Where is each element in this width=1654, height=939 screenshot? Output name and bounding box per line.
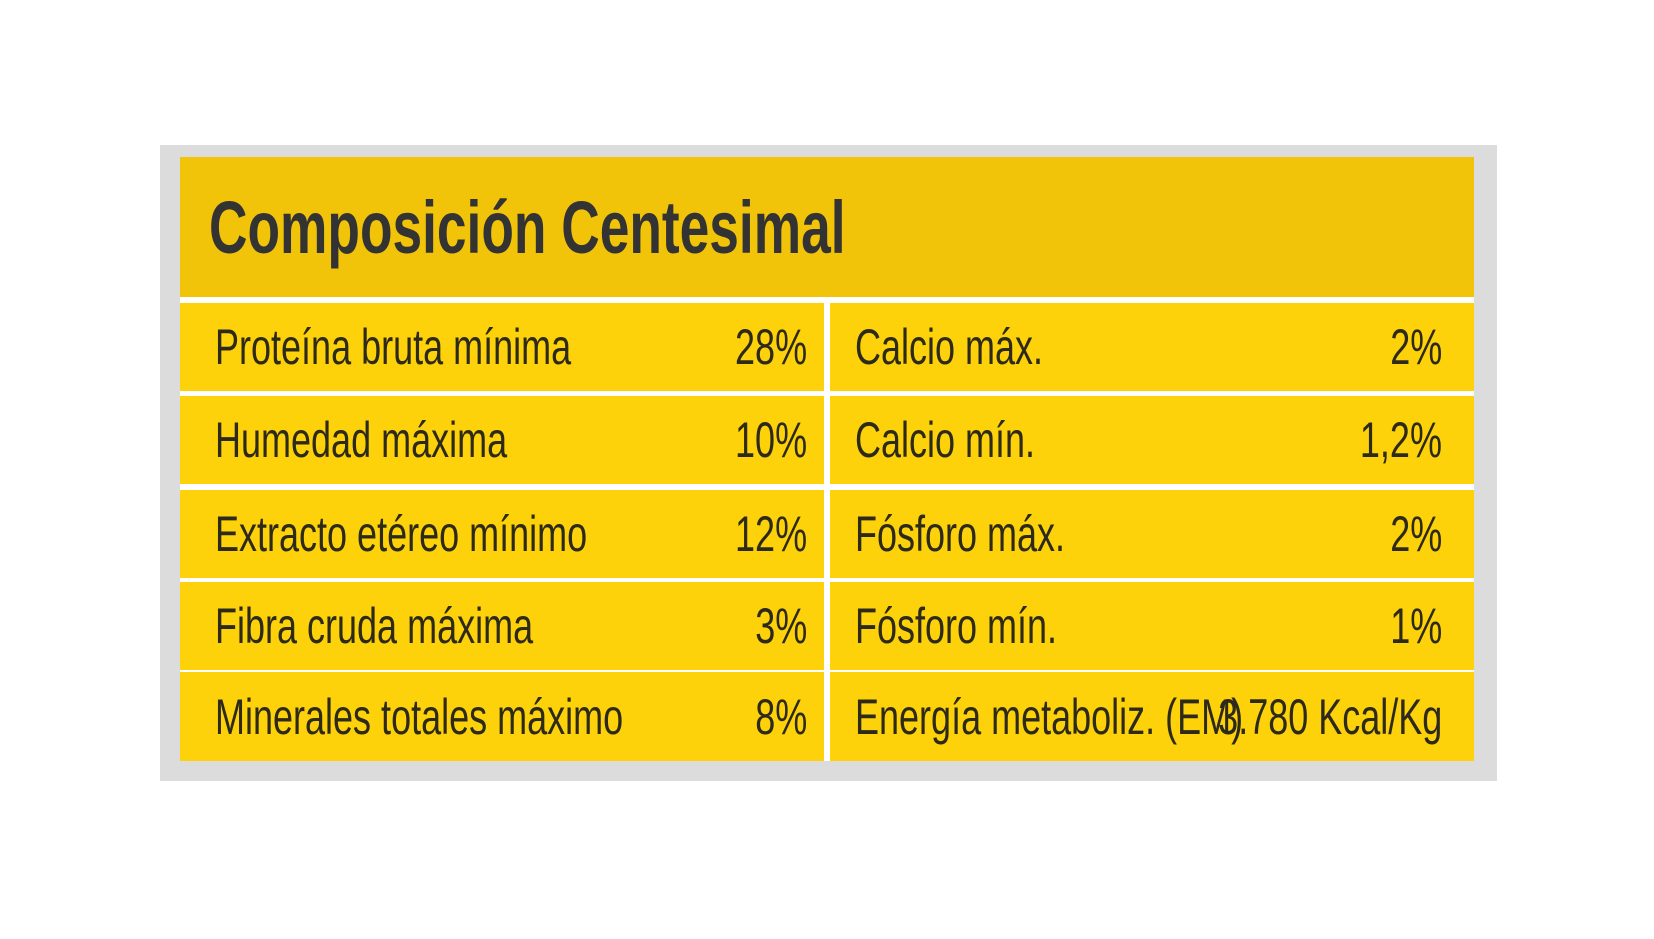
- nutrient-label: Extracto etéreo mínimo: [215, 506, 588, 562]
- table-row: Calcio mín. 1,2%: [830, 396, 1474, 484]
- nutrient-value: 3.780 Kcal/Kg: [1217, 688, 1442, 745]
- nutrient-label: Fósforo mín.: [855, 598, 1058, 654]
- composition-table: Composición Centesimal Proteína bruta mí…: [180, 157, 1474, 761]
- nutrient-value: 8%: [754, 688, 807, 745]
- table-row: Fibra cruda máxima 3%: [180, 582, 824, 670]
- table-header: Composición Centesimal: [180, 157, 1474, 297]
- nutrient-value: 2%: [1389, 506, 1442, 562]
- table-title: Composición Centesimal: [209, 186, 846, 269]
- nutrient-label: Calcio mín.: [855, 412, 1036, 468]
- table-row: Fósforo mín. 1%: [830, 582, 1474, 670]
- nutrient-value: 1%: [1389, 598, 1442, 654]
- nutrient-value: 3%: [754, 598, 807, 654]
- table-row: Extracto etéreo mínimo 12%: [180, 490, 824, 578]
- table-row: Energía metaboliz. (EM) 3.780 Kcal/Kg: [830, 672, 1474, 761]
- nutrient-label: Calcio máx.: [855, 319, 1044, 375]
- nutrient-value: 1,2%: [1359, 412, 1442, 468]
- table-row: Fósforo máx. 2%: [830, 490, 1474, 578]
- nutrient-value: 12%: [734, 506, 807, 562]
- nutrient-label: Minerales totales máximo: [215, 688, 624, 745]
- nutrient-label: Humedad máxima: [215, 412, 508, 468]
- nutrient-label: Energía metaboliz. (EM): [855, 688, 1244, 745]
- nutrient-value: 2%: [1389, 319, 1442, 375]
- nutrient-value: 28%: [734, 319, 807, 375]
- table-row: Humedad máxima 10%: [180, 396, 824, 484]
- nutrient-label: Fibra cruda máxima: [215, 598, 534, 654]
- table-row: Proteína bruta mínima 28%: [180, 303, 824, 391]
- nutrient-label: Proteína bruta mínima: [215, 319, 572, 375]
- nutrient-value: 10%: [734, 412, 807, 468]
- table-row: Minerales totales máximo 8%: [180, 672, 824, 761]
- nutrient-label: Fósforo máx.: [855, 506, 1066, 562]
- table-row: Calcio máx. 2%: [830, 303, 1474, 391]
